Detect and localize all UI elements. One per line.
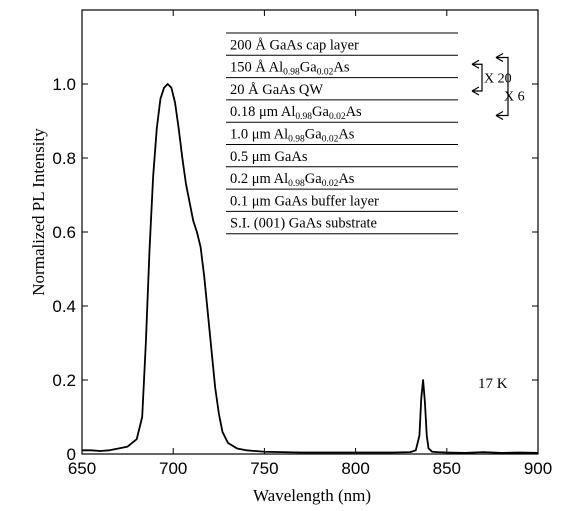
y-tick-label: 0.2	[52, 371, 76, 390]
temperature-annotation: 17 K	[478, 376, 508, 392]
repeat-inner-label: X 20	[484, 72, 512, 87]
series	[82, 83, 539, 454]
x-tick-label: 850	[433, 459, 461, 478]
layer-label: 200 Å GaAs cap layer	[230, 37, 359, 53]
x-tick-label: 700	[159, 459, 187, 478]
x-tick-label: 750	[250, 459, 278, 478]
y-tick-label: 0.4	[52, 297, 76, 316]
layer-label: 0.2 μm Al0.98Ga0.02As	[230, 171, 355, 189]
layer-label: 0.18 μm Al0.98Ga0.02As	[230, 104, 362, 122]
layer-label: 1.0 μm Al0.98Ga0.02As	[230, 127, 355, 145]
y-tick-label: 0.8	[52, 149, 76, 168]
layer-label: S.I. (001) GaAs substrate	[230, 216, 377, 232]
layer-label: 20 Å GaAs QW	[230, 82, 323, 98]
arrowhead	[495, 53, 504, 63]
repeat-bracket-outer	[496, 56, 509, 117]
y-axis-title: Normalized PL Intensity	[29, 128, 48, 296]
repeat-bracket-inner	[472, 63, 483, 92]
layer-structure-inset: 200 Å GaAs cap layer 150 Å Al0.98Ga0.02As…	[226, 32, 525, 235]
y-tick-label: 0	[67, 445, 76, 464]
pl-spectrum-line	[82, 83, 539, 454]
x-axis-title: Wavelength (nm)	[253, 486, 371, 505]
repeat-outer-label: X 6	[504, 90, 525, 105]
layer-label: 150 Å Al0.98Ga0.02As	[230, 60, 350, 78]
x-tick-label: 900	[524, 459, 552, 478]
arrowhead	[471, 86, 480, 96]
arrowhead	[495, 110, 504, 121]
x-tick-label: 800	[341, 459, 369, 478]
layer-label: 0.1 μm GaAs buffer layer	[230, 193, 379, 209]
arrowhead	[471, 59, 480, 69]
x-tick-label: 650	[68, 459, 96, 478]
layer-label: 0.5 μm GaAs	[230, 149, 308, 165]
y-tick-label: 0.6	[52, 223, 76, 242]
y-tick-label: 1.0	[52, 75, 76, 94]
ticks: 650 700 750 800 850 900 0 0.2 0.4 0.6 0.8 1.0	[52, 10, 552, 478]
